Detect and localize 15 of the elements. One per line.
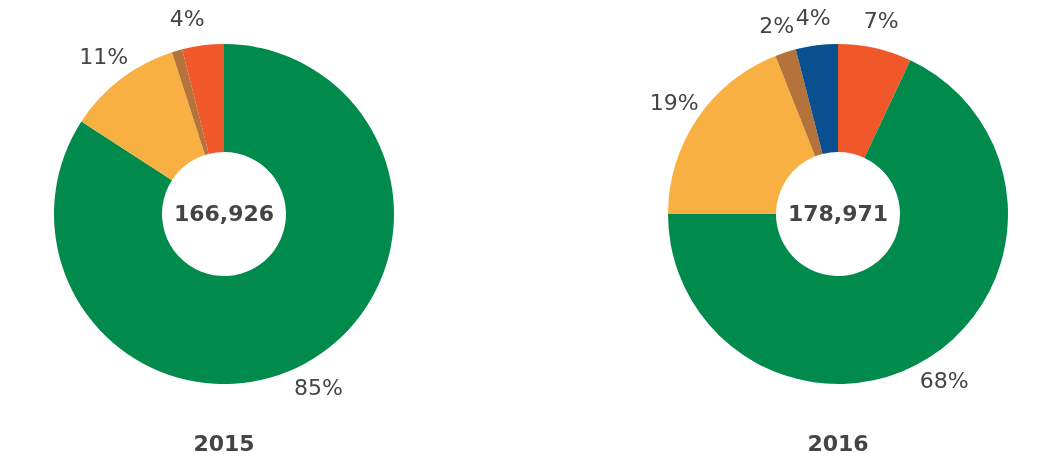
data-label: 2%: [759, 12, 795, 38]
donut-slice: [775, 49, 823, 157]
text: 178,971: [787, 201, 889, 226]
data-label: 11%: [79, 43, 129, 69]
data-label: 4%: [795, 4, 831, 30]
data-label: 85%: [294, 374, 343, 400]
text: 2016: [807, 431, 869, 456]
data-label: 7%: [863, 7, 899, 33]
data-label: 68%: [919, 368, 969, 394]
text: 166,926: [173, 201, 275, 226]
donut-slice: [795, 44, 838, 154]
donut-slice: [838, 44, 911, 158]
data-label: 4%: [169, 6, 205, 32]
text: 2015: [193, 431, 255, 456]
data-label: 19%: [649, 89, 699, 115]
